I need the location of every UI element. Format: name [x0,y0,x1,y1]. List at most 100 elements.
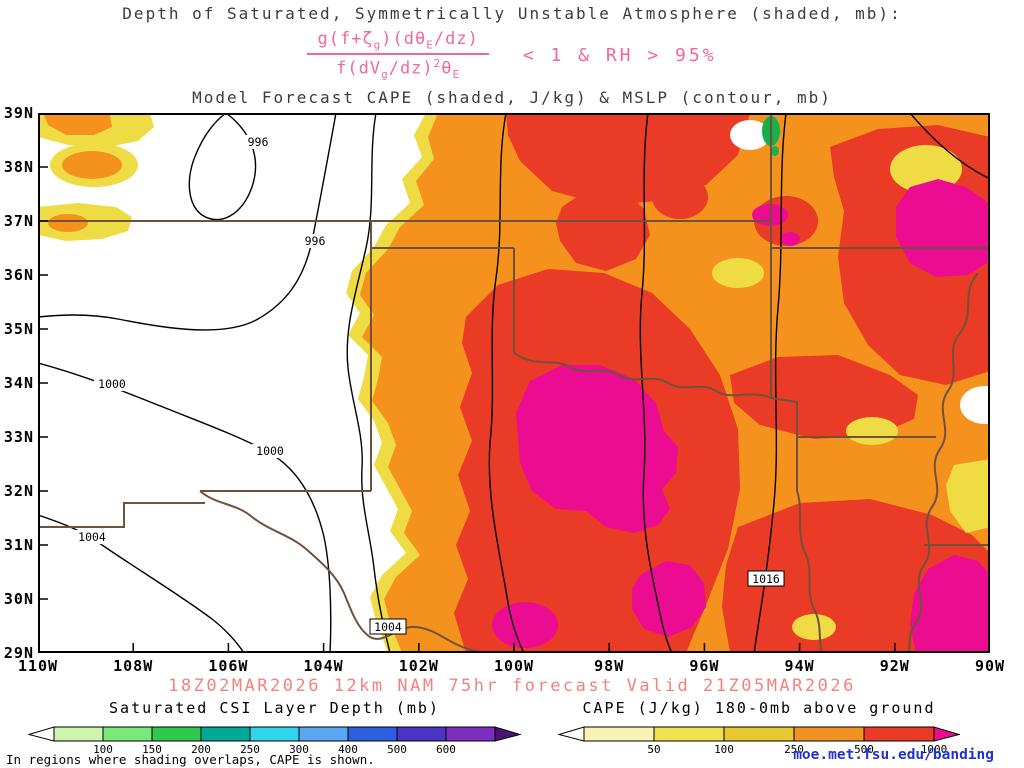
x-axis-tick-label: 90W [974,657,1006,675]
legend-tick-label: 250 [784,743,804,756]
colorbar-segment [53,726,104,742]
colorbar-graphic [27,726,522,742]
cape-legend-title: CAPE (J/kg) 180-0mb above ground [582,699,936,717]
map-plot-area: 996 996 1000 1000 1004 1004 1016 [38,113,990,653]
y-axis-tick-label: 30N [3,590,34,608]
formula-term: θ [441,59,453,80]
x-axis-tick-label: 108W [113,657,154,675]
colorbar-segment [445,726,496,742]
contour-label-bg [301,234,329,248]
unshaded-hole [730,120,770,150]
cape-region-yellow [946,459,990,533]
legend-tick-label: 100 [93,743,113,756]
y-axis-tick-label: 33N [3,428,34,446]
colorbar-end-point [494,726,522,742]
legend-tick-label: 500 [854,743,874,756]
y-axis-tick-label: 37N [3,212,34,230]
mslp-contour-1012 [639,113,673,653]
contour-label-box [369,618,407,635]
legend-tick-label: 300 [289,743,309,756]
colorbar-end-point [933,726,961,742]
cape-region-orange [44,115,112,135]
red-river [513,352,772,399]
x-axis-tick-label: 96W [689,657,720,675]
cape-region-orange [48,214,88,232]
cape-region-magenta [896,179,990,277]
y-axis-tick-label: 31N [3,536,34,554]
mslp-contour-1020 [909,113,990,180]
cape-region-yellow [846,417,898,445]
cape-region-yellow [712,258,764,288]
y-axis-tick-label: 32N [3,482,34,500]
formula-term: f(dV [336,59,382,80]
legend-tick-label: 400 [338,743,358,756]
legend-tick-label: 200 [191,743,211,756]
legend-tick-label: 600 [436,743,456,756]
forecast-map: 996 996 1000 1000 1004 1004 1016 [38,113,990,653]
colorbar-segment [723,726,795,742]
map-frame [38,113,990,653]
formula-subscript: g [373,38,382,52]
csi-legend-title: Saturated CSI Layer Depth (mb) [109,699,440,717]
contour-label: 1016 [752,572,780,586]
colorbar-segment [200,726,251,742]
forecast-valid-line: 18Z02MAR2026 12km NAM 75hr forecast Vali… [168,676,856,696]
contour-label-bg [74,530,110,544]
x-axis-tick-label: 102W [398,657,439,675]
legend-tick-label: 150 [142,743,162,756]
formula-denominator: f(dVg/dz)2θE [326,56,470,82]
cape-region-magenta [492,602,558,648]
contour-labels-layer: 996 996 1000 1000 1004 1004 1016 [74,135,785,635]
contour-label: 996 [305,234,326,248]
cape-region-red [652,175,708,219]
y-axis-tick-label: 29N [3,644,34,662]
contour-label: 1004 [374,620,402,634]
cape-region-yellow [792,614,836,640]
x-axis-tick-label: 98W [594,657,625,675]
chart-title: Depth of Saturated, Symmetrically Unstab… [122,4,902,23]
y-axis-tick-label: 34N [3,374,34,392]
border-nm-bootheel [38,502,205,528]
contour-label-bg [252,444,288,458]
legend-tick-label: 500 [387,743,407,756]
formula-term: g(f+ζ [317,29,374,49]
formula-subscript: E [452,68,461,82]
credit-link[interactable]: moe.met.fsu.edu/banding [793,747,994,763]
colorbar-graphic [557,726,961,742]
chart-subtitle: Model Forecast CAPE (shaded, J/kg) & MSL… [192,88,832,107]
formula-term: /dz) [388,59,434,80]
legend-tick-label: 50 [647,743,661,756]
formula-condition: < 1 & RH > 95% [522,44,717,66]
y-axis-tick-label: 39N [3,104,34,122]
mslp-contour-1004-east [346,113,391,653]
cape-region-magenta [632,561,706,637]
mslp-contour-1008 [488,113,525,653]
colorbar-segment [396,726,447,742]
formula-term: )(dθ [381,29,427,49]
formula-superscript: 2 [433,57,442,71]
contour-label: 996 [248,135,269,149]
colorbar-end-point [27,726,55,742]
formula-subscript: E [426,38,434,52]
mslp-contour-996 [38,113,337,331]
x-axis-tick-label: 106W [208,657,249,675]
cape-region-magenta [516,365,678,533]
legend-tick-label: 1000 [920,743,948,756]
colorbar-segment [151,726,202,742]
colorbar-segment [347,726,398,742]
x-axis-tick-label: 110W [17,657,59,675]
contour-label: 1000 [256,444,284,458]
csi-formula: g(f+ζg)(dθE/dz) f(dVg/dz)2θE < 1 & RH > … [0,28,1024,82]
contour-label: 1004 [78,530,106,544]
contour-label: 1000 [98,377,126,391]
fraction-bar [307,53,489,56]
x-axis-tick-label: 100W [493,657,535,675]
cape-colorbar: 50 100 250 500 1000 [557,726,961,756]
contour-label-box [747,570,785,587]
formula-term: /dz) [433,29,479,49]
legend-tick-label: 100 [714,743,734,756]
y-axis-tick-label: 36N [3,266,34,284]
overlap-note: In regions where shading overlaps, CAPE … [6,752,375,767]
colorbar-segment [653,726,725,742]
